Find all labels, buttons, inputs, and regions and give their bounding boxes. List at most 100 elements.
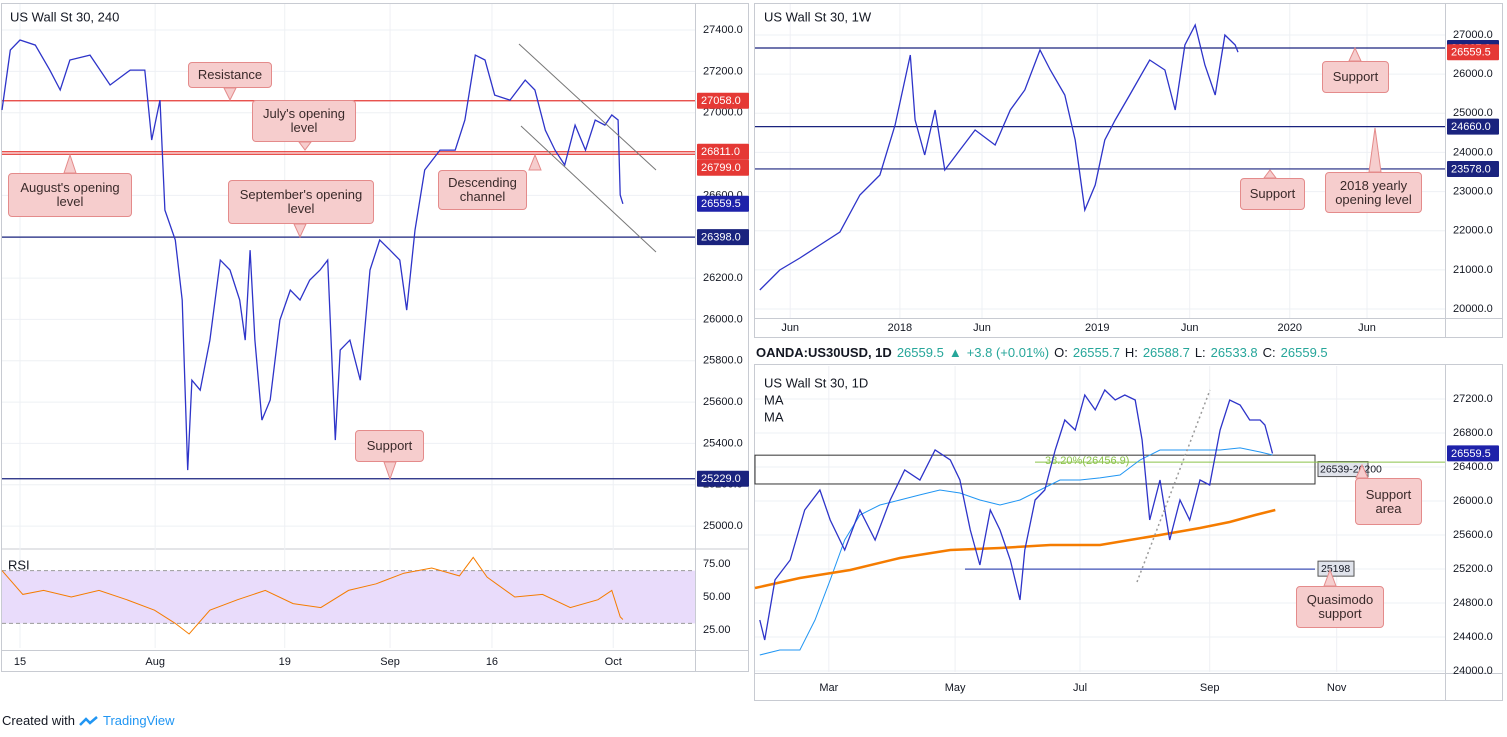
y-tick-label: 26000.0 [1453, 68, 1493, 80]
symbol: OANDA:US30USD, 1D [756, 345, 892, 360]
ohlc: O: 26555.7 H: 26588.7 L: 26533.8 C: 26559.5 [1054, 345, 1328, 360]
x-tick-label: Jul [1073, 682, 1087, 694]
x-tick-label: 19 [279, 656, 291, 668]
level-label-box [697, 470, 749, 487]
chart-title: RSI [8, 557, 30, 572]
y-tick-label: 24400.0 [1453, 631, 1493, 643]
y-tick-label: 26000.0 [703, 313, 743, 325]
ma-line [759, 447, 1273, 656]
annotation: Resistance [188, 62, 272, 88]
y-tick-label: 26800.0 [1453, 427, 1493, 439]
chart-title: US Wall St 30, 240 [10, 9, 119, 24]
level-label-box [1447, 160, 1499, 177]
y-tick-label: 25.00 [703, 624, 731, 636]
callout-pointer [293, 223, 307, 239]
y-tick-label: 24000.0 [1453, 665, 1493, 677]
ohlc-key: H: [1124, 345, 1138, 360]
last-price: 26559.5 [896, 345, 944, 360]
y-tick-label: 27000.0 [703, 107, 743, 119]
level-label-box [1447, 118, 1499, 135]
callout-pointer [383, 461, 397, 481]
x-tick-label: 2018 [888, 322, 912, 334]
y-tick-label: 27200.0 [1453, 393, 1493, 405]
annotation: Support [1240, 178, 1305, 210]
chart-title: US Wall St 30, 1D [764, 375, 868, 390]
footer: Created with TradingView [2, 713, 175, 728]
last-price-label: 26559.5 [701, 198, 741, 210]
x-tick-label: May [945, 682, 966, 694]
level-label: 25229.0 [701, 473, 741, 485]
created-with: Created with [2, 713, 75, 728]
x-tick-label: Jun [973, 322, 991, 334]
last-price-label-box [1447, 445, 1499, 462]
ohlc-key: L: [1194, 345, 1206, 360]
chart-title: US Wall St 30, 1W [764, 9, 872, 24]
zone-label-box [1317, 461, 1369, 478]
x-tick-label: 15 [14, 656, 26, 668]
y-tick-label: 27400.0 [703, 24, 743, 36]
chart-layer: 25000.0 25200.0 25400.0 25600.0 25800.0 26000… [1, 4, 1499, 694]
x-tick-label: Jun [1358, 322, 1376, 334]
x-tick-label: Nov [1327, 682, 1347, 694]
channel-line [518, 43, 657, 171]
change: +3.8 (+0.01%) [966, 345, 1050, 360]
price-line [1, 556, 624, 635]
x-tick-label: Aug [145, 656, 165, 668]
y-tick-label: 25800.0 [703, 355, 743, 367]
ohlc-value: 26588.7 [1142, 345, 1190, 360]
ohlc-value: 26555.7 [1072, 345, 1120, 360]
callout-pointer [528, 153, 542, 171]
brand: TradingView [102, 713, 175, 728]
callout-pointer [1263, 169, 1277, 179]
callout-pointer [1368, 127, 1382, 173]
annotation: 2018 yearly opening level [1325, 172, 1422, 213]
x-tick-label: Sep [380, 656, 400, 668]
last-price-label-box [697, 195, 749, 212]
y-tick-label: 26400.0 [1453, 461, 1493, 473]
annotation: August's opening level [8, 173, 132, 217]
price-line [759, 23, 1239, 291]
ohlc-value: 26533.8 [1210, 345, 1258, 360]
annotation: Support [1322, 61, 1389, 93]
change-arrow: ▲ [948, 345, 962, 360]
support-zone [754, 454, 1316, 485]
level-label: 26811.0 [701, 146, 740, 158]
y-tick-label: 26000.0 [1453, 495, 1493, 507]
y-tick-label: 24800.0 [1453, 597, 1493, 609]
y-tick-label: 25200.0 [1453, 563, 1493, 575]
level-label: 26398.0 [701, 232, 741, 244]
ma-line [754, 508, 1276, 590]
level-label: 23578.0 [1451, 163, 1491, 175]
x-tick-label: 2019 [1085, 322, 1109, 334]
level-label: 26799.0 [701, 162, 741, 174]
x-tick-label: Jun [1181, 322, 1199, 334]
y-tick-label: 26200.0 [703, 272, 743, 284]
level-label-box [697, 159, 749, 176]
panel-frame [754, 3, 1503, 338]
fib-label: 38.20%(26456.9) [1045, 455, 1129, 467]
annotation: July's opening level [252, 100, 356, 142]
annotation: Descending channel [438, 170, 527, 210]
level-label: 27058.0 [701, 95, 741, 107]
y-tick-label: 25600.0 [703, 396, 743, 408]
x-tick-label: Sep [1200, 682, 1220, 694]
panel-frame [1, 3, 749, 672]
y-tick-label: 75.00 [703, 558, 731, 570]
y-tick-label: 24000.0 [1453, 146, 1493, 158]
y-tick-label: 23000.0 [1453, 185, 1493, 197]
callout-pointer [223, 87, 237, 102]
x-tick-label: 16 [486, 656, 498, 668]
level-label-box [697, 229, 749, 246]
x-tick-label: Jun [781, 322, 799, 334]
annotation: Support area [1355, 478, 1422, 525]
zone-label: 26539-26200 [1320, 463, 1382, 475]
callout-pointer [1348, 46, 1362, 62]
annotation: Support [355, 430, 424, 462]
y-tick-label: 21000.0 [1453, 264, 1493, 276]
y-tick-label: 27200.0 [703, 65, 743, 77]
annotation: September's opening level [228, 180, 374, 224]
ohlc-value: 26559.5 [1280, 345, 1328, 360]
annotation: Quasimodo support [1296, 586, 1384, 628]
y-tick-label: 25600.0 [1453, 529, 1493, 541]
